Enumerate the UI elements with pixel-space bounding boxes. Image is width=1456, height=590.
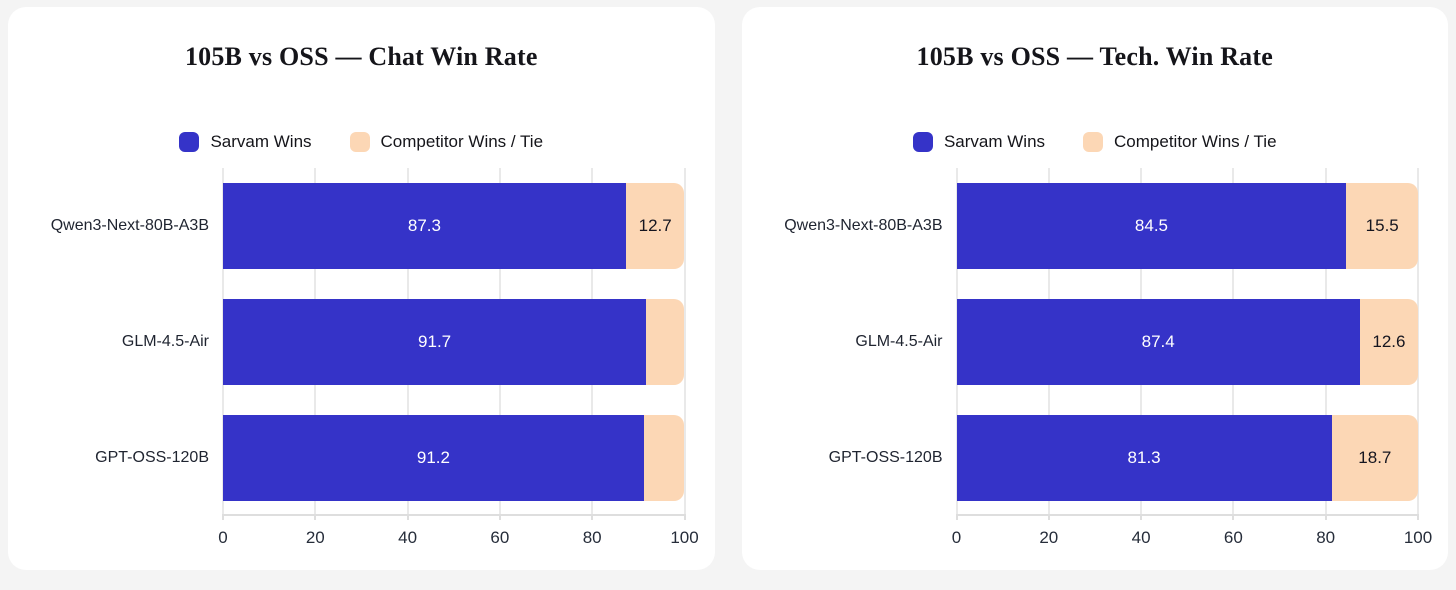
x-axis-tick-label: 80 <box>582 528 602 547</box>
sarvam-wins-segment: 91.2 <box>223 415 644 501</box>
category-label: Qwen3-Next-80B-A3B <box>50 217 209 234</box>
legend-item-competitor-wins: Competitor Wins / Tie <box>1083 132 1277 152</box>
x-axis-tick-label: 60 <box>490 528 510 547</box>
competitor-wins-segment: 18.7 <box>1331 415 1418 501</box>
plot-area: 0 20 40 60 80 100 87.3 12.7 91.7 91.2 <box>218 168 699 547</box>
stacked-bar: 84.5 15.5 <box>956 183 1419 269</box>
bar-value-label: 18.7 <box>1358 448 1392 467</box>
axis-tick <box>1324 514 1327 520</box>
competitor-wins-segment <box>643 415 685 501</box>
bar-row: 91.2 <box>223 400 685 516</box>
chart-area: Qwen3-Next-80B-A3B GLM-4.5-Air GPT-OSS-120… <box>8 168 715 547</box>
axis-tick <box>1140 514 1143 520</box>
legend-label-competitor-wins: Competitor Wins / Tie <box>1114 132 1277 151</box>
legend-item-competitor-wins: Competitor Wins / Tie <box>349 132 544 152</box>
category-label-column: Qwen3-Next-80B-A3B GLM-4.5-Air GPT-OSS-120… <box>8 168 223 516</box>
sarvam-wins-segment: 87.3 <box>223 183 626 269</box>
chart-title: 105B vs OSS — Chat Win Rate <box>184 42 538 71</box>
competitor-wins-swatch-icon <box>349 132 370 152</box>
bar-value-label: 91.7 <box>418 332 452 351</box>
axis-tick <box>314 514 317 520</box>
axis-tick <box>498 514 501 520</box>
category-label: GLM-4.5-Air <box>121 333 209 350</box>
axis-tick <box>1232 514 1235 520</box>
category-label: Qwen3-Next-80B-A3B <box>784 217 943 234</box>
tech-win-rate-card: 105B vs OSS — Tech. Win Rate Sarvam Wins… <box>741 7 1449 570</box>
category-label: GLM-4.5-Air <box>855 333 943 350</box>
legend: Sarvam Wins Competitor Wins / Tie <box>742 130 1449 154</box>
bar-value-label: 87.4 <box>1141 332 1175 351</box>
legend-item-sarvam-wins: Sarvam Wins <box>179 132 312 152</box>
sarvam-wins-segment: 84.5 <box>956 183 1347 269</box>
stacked-bar: 81.3 18.7 <box>956 415 1419 501</box>
bar-row: 91.7 <box>223 284 685 400</box>
competitor-wins-swatch-icon <box>1083 132 1104 152</box>
competitor-wins-segment: 12.6 <box>1359 299 1418 385</box>
bar-value-label: 91.2 <box>416 448 450 467</box>
stacked-bar: 87.3 12.7 <box>223 183 685 269</box>
stacked-bar: 91.7 <box>223 299 685 385</box>
axis-tick <box>591 514 594 520</box>
x-axis-tick-label: 40 <box>398 528 418 547</box>
stacked-bar: 91.2 <box>223 415 685 501</box>
chat-win-rate-card: 105B vs OSS — Chat Win Rate Sarvam Wins … <box>8 7 715 570</box>
x-axis-tick-label: 20 <box>305 528 325 547</box>
axis-tick <box>406 514 409 520</box>
bar-value-label: 15.5 <box>1365 216 1399 235</box>
bar-row: 87.4 12.6 <box>956 284 1419 400</box>
gridline <box>1417 168 1419 514</box>
axis-tick <box>1417 514 1419 520</box>
x-axis-tick-label: 40 <box>1131 528 1151 547</box>
bar-value-label: 84.5 <box>1134 216 1169 235</box>
bar-row: 81.3 18.7 <box>956 400 1419 516</box>
x-axis-tick-label: 100 <box>1403 528 1433 547</box>
bar-value-label: 81.3 <box>1127 448 1161 467</box>
x-axis-tick-label: 80 <box>1316 528 1336 547</box>
chart-area: Qwen3-Next-80B-A3B GLM-4.5-Air GPT-OSS-120… <box>742 168 1449 547</box>
bar-row: 87.3 12.7 <box>223 168 685 284</box>
competitor-wins-segment <box>646 299 685 385</box>
category-label: GPT-OSS-120B <box>95 449 209 466</box>
x-axis-tick-label: 0 <box>951 528 962 547</box>
bar-value-label: 12.7 <box>638 216 672 235</box>
legend-label-competitor-wins: Competitor Wins / Tie <box>380 132 544 151</box>
chart-cards-container: 105B vs OSS — Chat Win Rate Sarvam Wins … <box>8 7 1448 570</box>
gridline <box>683 168 686 514</box>
chart-title: 105B vs OSS — Tech. Win Rate <box>916 42 1273 71</box>
axis-tick <box>1047 514 1050 520</box>
x-axis-tick-label: 0 <box>218 528 228 547</box>
sarvam-wins-swatch-icon <box>912 132 933 152</box>
sarvam-wins-swatch-icon <box>179 132 200 152</box>
bar-row: 84.5 15.5 <box>956 168 1419 284</box>
axis-tick <box>683 514 686 520</box>
category-label-column: Qwen3-Next-80B-A3B GLM-4.5-Air GPT-OSS-120… <box>742 168 957 516</box>
legend-label-sarvam-wins: Sarvam Wins <box>210 132 312 151</box>
stacked-bar: 87.4 12.6 <box>956 299 1419 385</box>
x-axis-tick-label: 20 <box>1039 528 1059 547</box>
x-axis-tick-label: 60 <box>1223 528 1243 547</box>
legend: Sarvam Wins Competitor Wins / Tie <box>8 130 715 154</box>
x-axis-tick-label: 100 <box>670 528 699 547</box>
competitor-wins-segment: 12.7 <box>625 183 685 269</box>
sarvam-wins-segment: 81.3 <box>956 415 1332 501</box>
bar-value-label: 87.3 <box>407 216 441 235</box>
sarvam-wins-segment: 87.4 <box>956 299 1360 385</box>
sarvam-wins-segment: 91.7 <box>223 299 647 385</box>
competitor-wins-segment: 15.5 <box>1346 183 1418 269</box>
legend-item-sarvam-wins: Sarvam Wins <box>912 132 1046 152</box>
axis-tick <box>955 514 958 520</box>
axis-tick <box>222 514 224 520</box>
category-label: GPT-OSS-120B <box>828 449 943 466</box>
plot-area: 0 20 40 60 80 100 84.5 15.5 87.4 12.6 81.3 18.7 <box>952 168 1432 547</box>
legend-label-sarvam-wins: Sarvam Wins <box>943 132 1046 151</box>
bar-value-label: 12.6 <box>1372 332 1406 351</box>
